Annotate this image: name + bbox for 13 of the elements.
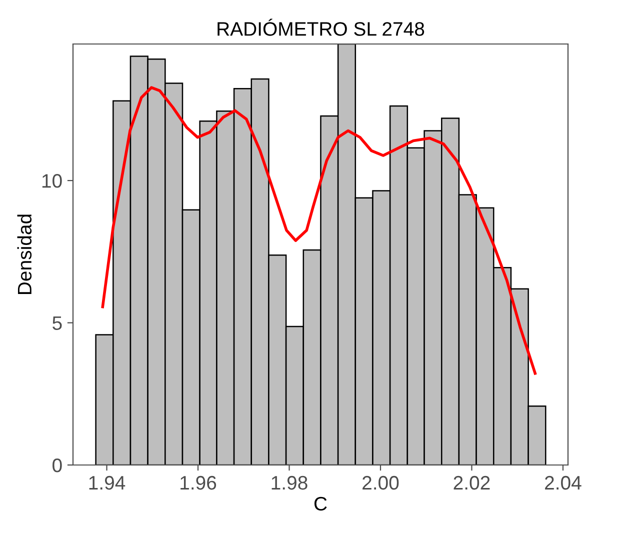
y-tick-label: 10 xyxy=(42,174,62,188)
x-tick-label: 1.94 xyxy=(89,476,126,490)
x-tick-label: 1.96 xyxy=(180,476,216,490)
x-tick-label: 2.02 xyxy=(454,476,490,490)
chart-title: RADIÓMETRO SL 2748 xyxy=(218,18,424,36)
y-tick-label: 5 xyxy=(52,316,62,330)
line-series xyxy=(101,86,537,375)
x-tick-label: 2.00 xyxy=(362,476,399,490)
x-axis-title: C xyxy=(314,496,327,511)
y-tick-label: 0 xyxy=(52,458,62,472)
y-axis-title: Densidad xyxy=(17,214,32,294)
x-tick-label: 2.04 xyxy=(545,476,582,490)
x-tick-label: 1.98 xyxy=(272,476,308,490)
